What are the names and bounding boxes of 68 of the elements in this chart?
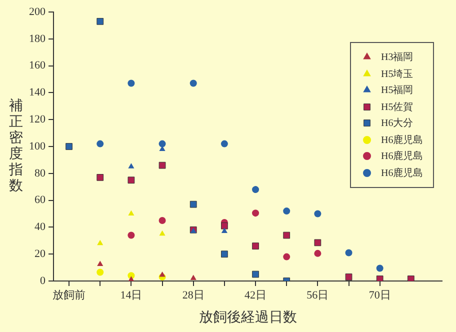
y-tick-label: 80 <box>34 167 46 180</box>
x-tick-label: 28日 <box>182 289 204 302</box>
y-tick-label: 20 <box>34 248 46 260</box>
point <box>159 146 166 151</box>
point <box>128 80 135 87</box>
point <box>96 268 104 276</box>
point <box>66 143 72 150</box>
point <box>159 271 166 277</box>
point <box>128 176 135 184</box>
point <box>158 140 166 148</box>
x-axis-title: 放飼後経過日数 <box>198 309 297 326</box>
point <box>128 210 134 216</box>
point <box>128 232 135 239</box>
point <box>283 208 290 215</box>
point <box>283 232 290 239</box>
x-tick-label: 70日 <box>368 289 391 302</box>
point <box>158 216 166 224</box>
point <box>221 250 228 258</box>
point <box>159 230 166 236</box>
point <box>96 18 104 25</box>
y-tick-label: 0 <box>40 274 46 287</box>
point <box>190 80 197 87</box>
legend-label: H5佐賀 <box>381 100 414 114</box>
point <box>252 270 259 278</box>
point <box>97 260 104 266</box>
point <box>283 253 290 260</box>
legend-label: H6鹿児島 <box>381 134 424 147</box>
point <box>96 174 104 181</box>
point <box>376 264 384 272</box>
point <box>221 222 228 230</box>
y-tick-label: 180 <box>29 32 46 45</box>
point <box>345 249 352 256</box>
y-axis-title: 補正密度指数 <box>8 98 24 194</box>
x-tick-label: 14日 <box>120 289 142 302</box>
y-tick-label: 120 <box>29 113 46 126</box>
y-tick-label: 40 <box>34 221 46 234</box>
y-tick-label: 140 <box>29 86 46 99</box>
point <box>314 250 322 257</box>
x-tick-label: 放飼前 <box>52 289 86 302</box>
point <box>128 163 134 168</box>
point <box>220 140 228 148</box>
point <box>158 162 166 169</box>
point <box>96 140 104 148</box>
point <box>345 274 352 280</box>
legend-label: H6鹿児島 <box>381 166 424 180</box>
point <box>128 276 134 281</box>
x-tick-label: 56日 <box>306 289 329 302</box>
point <box>190 200 197 208</box>
point <box>252 186 260 194</box>
y-tick-label: 60 <box>34 194 46 206</box>
y-tick-label: 160 <box>29 60 46 72</box>
point <box>221 228 228 233</box>
legend-label: H6鹿児島 <box>381 150 424 164</box>
legend-label: H6大分 <box>381 116 414 130</box>
point <box>314 239 322 246</box>
point <box>252 242 259 250</box>
legend-label: H5福岡 <box>381 84 414 98</box>
point <box>376 276 384 281</box>
y-tick-label: 200 <box>29 6 46 18</box>
y-tick-label: 100 <box>29 140 46 152</box>
point <box>407 276 414 281</box>
x-tick-label: 42日 <box>244 289 267 302</box>
point <box>190 274 196 280</box>
point <box>314 210 322 218</box>
point <box>97 240 104 246</box>
legend-label: H5埼玉 <box>381 68 414 81</box>
point <box>252 210 260 217</box>
legend-label: H3福岡 <box>381 50 414 64</box>
